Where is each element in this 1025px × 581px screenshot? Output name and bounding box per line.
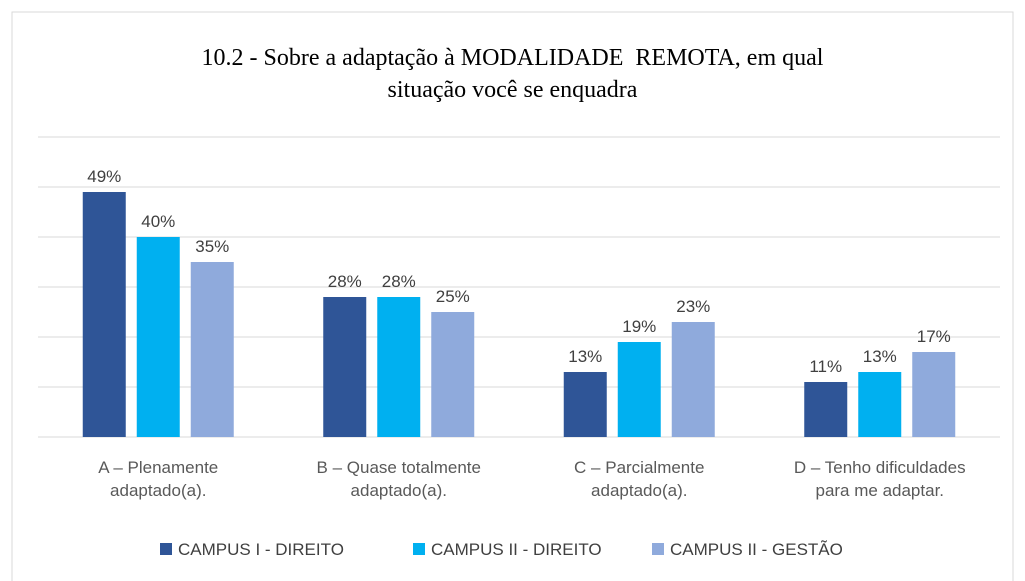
data-label: 25% xyxy=(436,287,470,306)
data-label: 13% xyxy=(863,347,897,366)
bar xyxy=(563,372,607,437)
legend-label: CAMPUS II - DIREITO xyxy=(431,540,602,559)
data-label: 23% xyxy=(676,297,710,316)
x-tick-label: D – Tenho dificuldades para me adaptar. xyxy=(793,458,966,500)
chart-title: 10.2 - Sobre a adaptação à MODALIDADE RE… xyxy=(201,45,824,103)
x-tick-label: C – Parcialmente adaptado(a). xyxy=(574,458,705,500)
data-label: 40% xyxy=(141,212,175,231)
bar xyxy=(377,297,421,437)
data-label: 19% xyxy=(622,317,656,336)
x-tick-label: B – Quase totalmente adaptado(a). xyxy=(316,458,481,500)
data-label: 35% xyxy=(195,237,229,256)
bar xyxy=(190,262,234,437)
bar xyxy=(82,192,126,437)
x-tick-label: A – Plenamente adaptado(a). xyxy=(98,458,219,500)
bar xyxy=(323,297,367,437)
data-label: 28% xyxy=(382,272,416,291)
legend-label: CAMPUS II - GESTÃO xyxy=(670,540,843,559)
data-label: 13% xyxy=(568,347,602,366)
legend-swatch xyxy=(160,543,172,555)
bar xyxy=(858,372,902,437)
bar xyxy=(431,312,475,437)
data-label: 49% xyxy=(87,167,121,186)
bar xyxy=(617,342,661,437)
legend-label: CAMPUS I - DIREITO xyxy=(178,540,344,559)
data-label: 17% xyxy=(917,327,951,346)
legend-swatch xyxy=(413,543,425,555)
bar xyxy=(136,237,180,437)
data-label: 28% xyxy=(328,272,362,291)
bar xyxy=(912,352,956,437)
legend-swatch xyxy=(652,543,664,555)
bar xyxy=(671,322,715,437)
bar xyxy=(804,382,848,437)
data-label: 11% xyxy=(809,357,842,376)
